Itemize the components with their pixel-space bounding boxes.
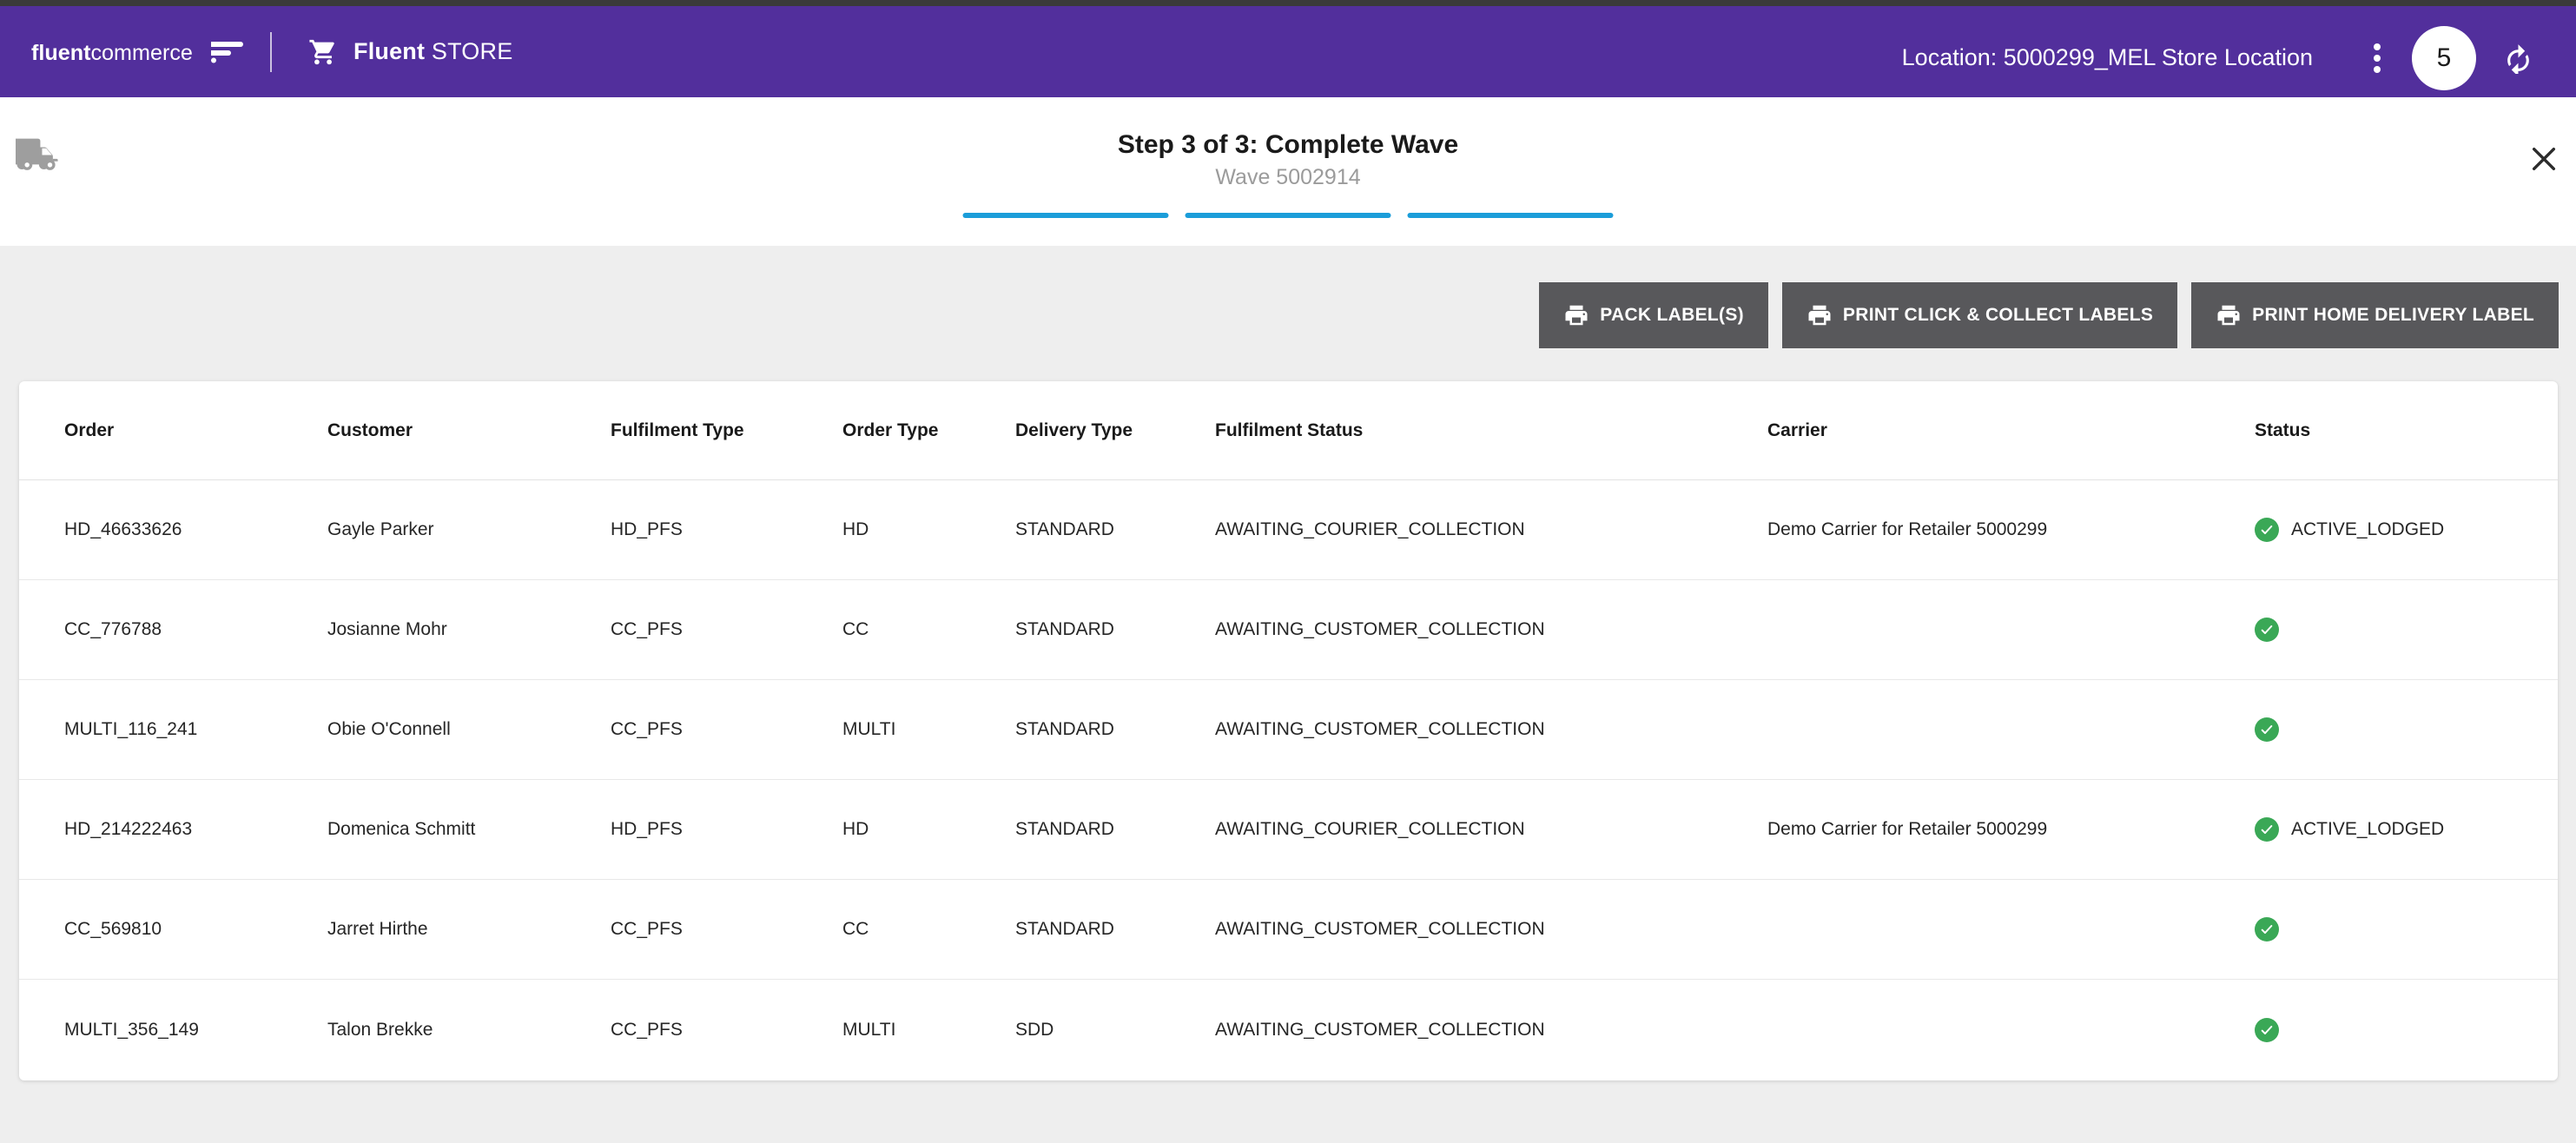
svg-text:fluentcommerce: fluentcommerce xyxy=(31,40,193,64)
